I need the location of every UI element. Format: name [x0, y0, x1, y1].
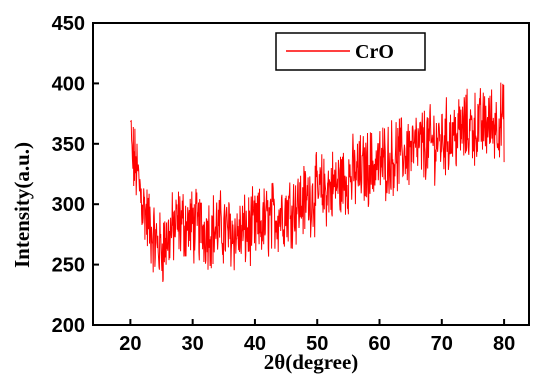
legend-label-cro: CrO	[355, 41, 394, 63]
legend: CrO	[275, 32, 426, 71]
x-tick-label: 40	[244, 333, 266, 355]
y-tick-label: 350	[52, 134, 85, 156]
plot-frame	[92, 22, 530, 326]
y-tick-label: 200	[52, 315, 85, 337]
x-axis-ticks: 20 30 40 50 60 70 80	[119, 319, 515, 355]
x-tick-label: 30	[182, 333, 204, 355]
y-axis-ticks: 200 250 300 350 400 450	[52, 13, 99, 337]
y-tick-label: 400	[52, 73, 85, 95]
y-tick-label: 450	[52, 13, 85, 35]
x-tick-label: 20	[119, 333, 141, 355]
x-tick-label: 70	[431, 333, 453, 355]
x-tick-label: 60	[368, 333, 390, 355]
x-tick-label: 50	[306, 333, 328, 355]
x-tick-label: 80	[493, 333, 515, 355]
series-line-cro	[129, 82, 505, 282]
y-axis-title: Intensity(a.u.)	[10, 142, 34, 268]
y-tick-label: 250	[52, 255, 85, 277]
x-axis-title: 2θ(degree)	[264, 350, 359, 374]
y-tick-label: 300	[52, 194, 85, 216]
